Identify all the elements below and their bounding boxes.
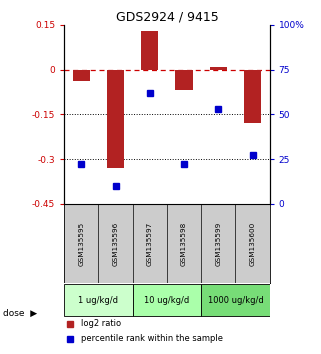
Text: 1000 ug/kg/d: 1000 ug/kg/d: [207, 296, 263, 305]
Bar: [141, 31, 158, 69]
Title: GDS2924 / 9415: GDS2924 / 9415: [116, 11, 218, 24]
Text: GSM135596: GSM135596: [113, 221, 118, 266]
Bar: [210, 67, 227, 69]
Text: log2 ratio: log2 ratio: [81, 319, 121, 328]
Text: GSM135597: GSM135597: [147, 221, 153, 266]
Bar: [244, 69, 261, 123]
Text: GSM135600: GSM135600: [249, 221, 256, 266]
Text: percentile rank within the sample: percentile rank within the sample: [81, 334, 223, 343]
Bar: [107, 69, 124, 168]
Bar: [64, 284, 133, 316]
Bar: [133, 284, 201, 316]
Text: GSM135598: GSM135598: [181, 221, 187, 266]
Text: GSM135595: GSM135595: [78, 221, 84, 266]
Text: 10 ug/kg/d: 10 ug/kg/d: [144, 296, 189, 305]
Bar: [176, 69, 193, 90]
Text: 1 ug/kg/d: 1 ug/kg/d: [78, 296, 118, 305]
Bar: [73, 69, 90, 81]
Bar: [201, 284, 270, 316]
Text: GSM135599: GSM135599: [215, 221, 221, 266]
Text: dose  ▶: dose ▶: [3, 309, 37, 318]
